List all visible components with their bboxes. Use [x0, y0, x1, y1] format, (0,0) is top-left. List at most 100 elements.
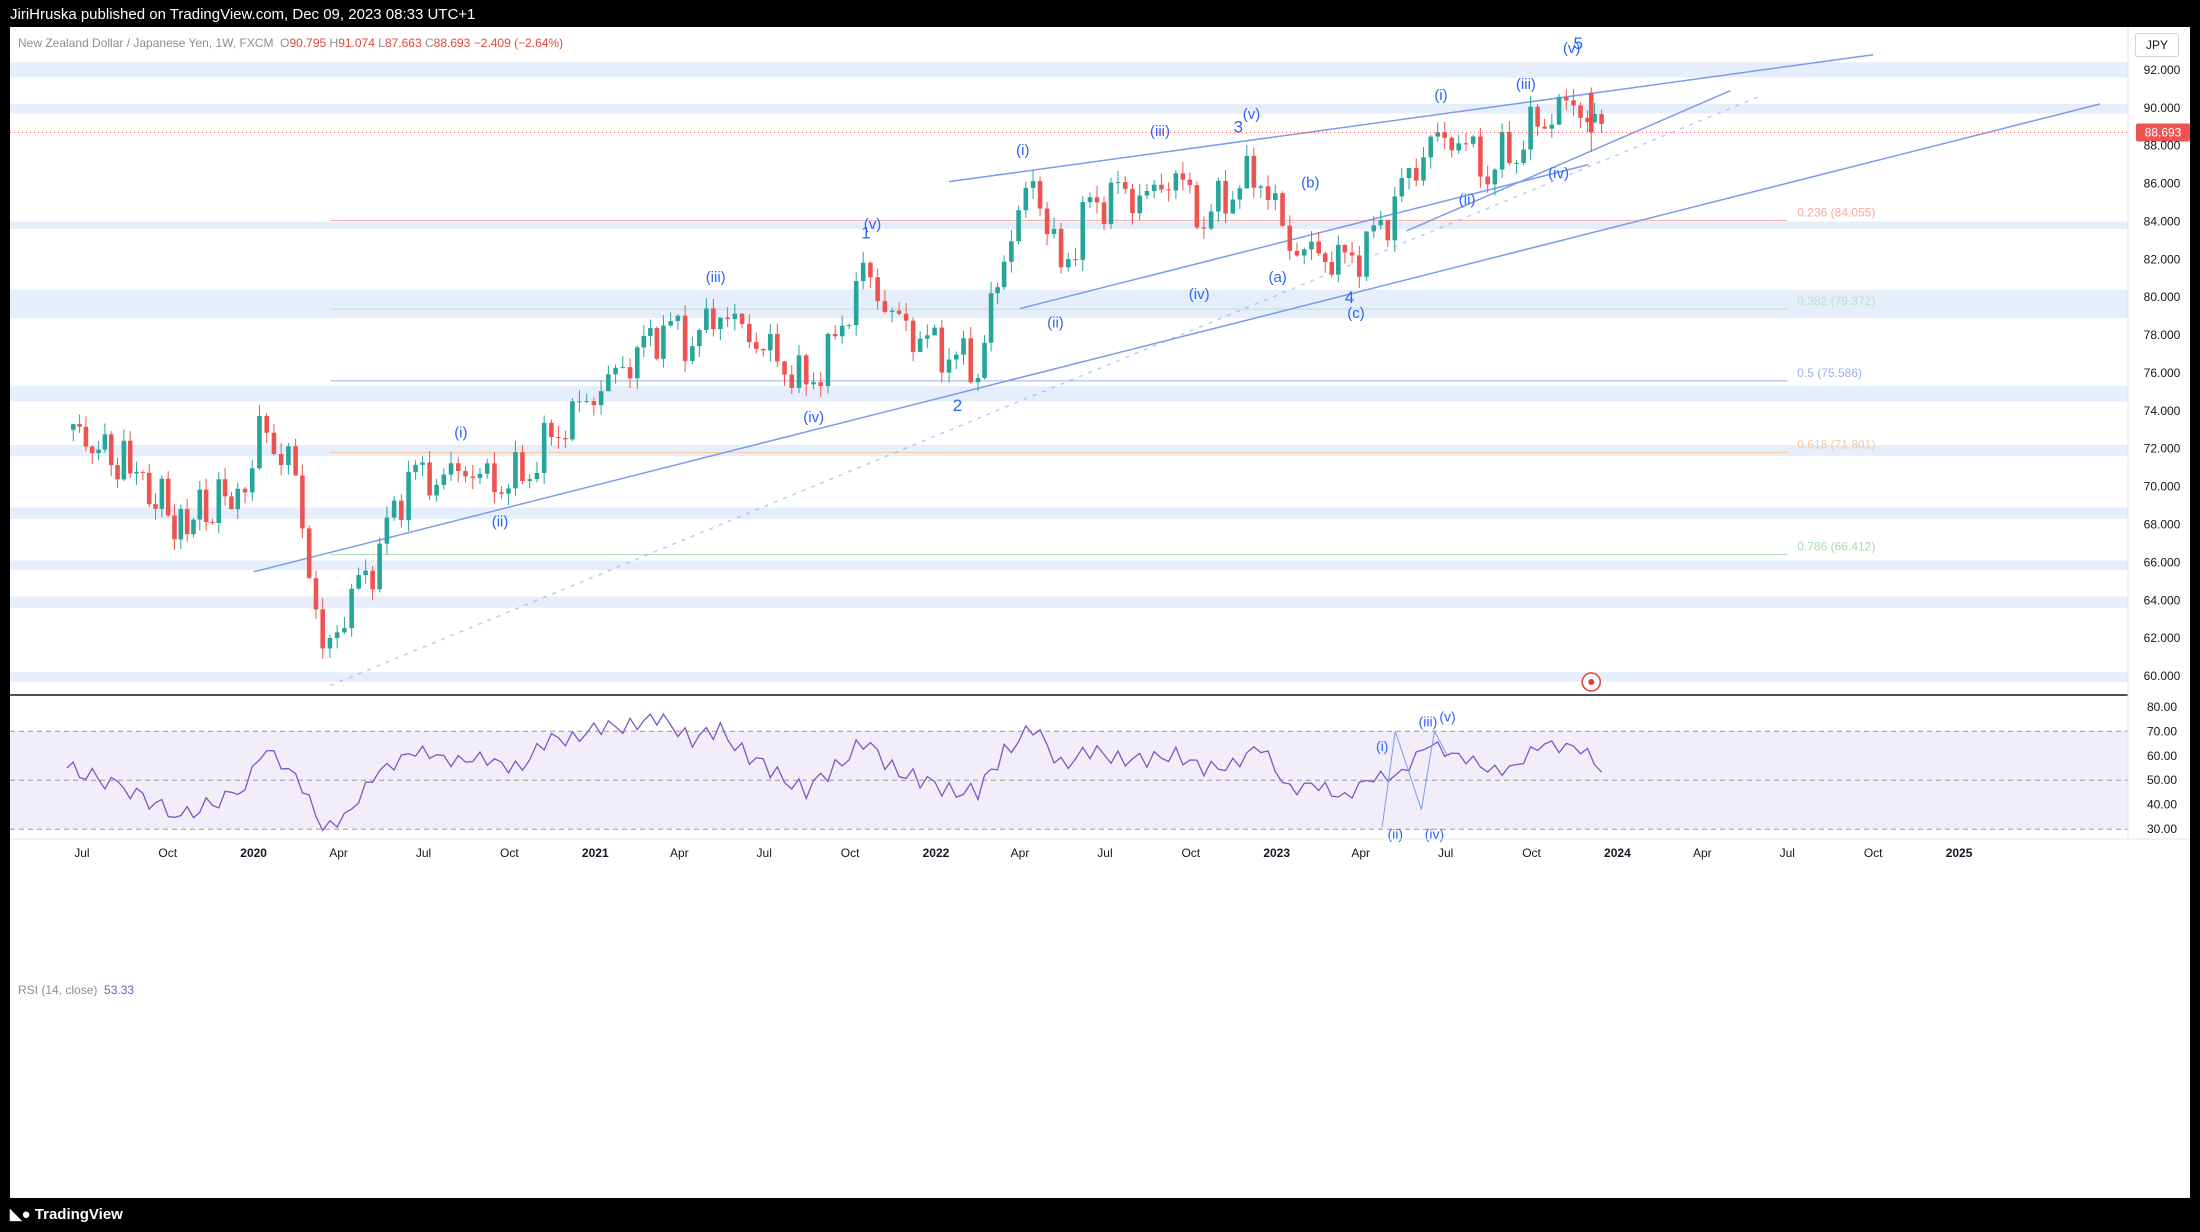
candle-body [349, 588, 354, 629]
candle-body [293, 446, 298, 476]
candle-body [775, 333, 780, 362]
candle-body [925, 335, 930, 339]
candle-body [1470, 136, 1476, 144]
candle-body [520, 452, 525, 481]
candle-body [184, 509, 190, 535]
rsi-line [66, 712, 1603, 832]
candle-body [1001, 261, 1007, 288]
wave-label: (b) [1301, 174, 1319, 191]
fib-label-0.618: 0.618 (71.801) [1797, 438, 1875, 452]
x-tick-label: Jul [1438, 846, 1453, 860]
candle-body [70, 424, 76, 430]
rsi-y-tick-label: 50.00 [2147, 773, 2177, 787]
x-tick-label: Jul [1780, 846, 1795, 860]
candle-body [427, 462, 432, 496]
candle-body [1357, 255, 1362, 277]
y-tick-label: 72.000 [2144, 442, 2181, 456]
candle-body [313, 578, 319, 610]
candle-body [1244, 155, 1250, 189]
candle-body [1322, 253, 1328, 262]
publisher-bar: JiriHruska published on TradingView.com,… [0, 0, 2200, 30]
chart-panel[interactable]: 0.236 (84.055) 0.382 (79.372) 0.5 (75.586)… [10, 27, 2190, 1198]
candle-body [661, 325, 666, 359]
wave-label: (iii) [1516, 76, 1536, 93]
rsi-legend: RSI (14, close) 53.33 [18, 983, 134, 997]
x-tick-label: Jul [74, 846, 89, 860]
wave-label: (iv) [1548, 165, 1569, 182]
candle-body [140, 471, 146, 473]
wave-label: (ii) [1459, 191, 1476, 208]
candle-body [1364, 231, 1369, 277]
candle-body [391, 500, 397, 518]
candle-body [1507, 131, 1512, 164]
candle-body [264, 415, 269, 433]
y-tick-label: 86.000 [2144, 177, 2181, 191]
tradingview-logo[interactable]: ◣● TradingView [10, 1206, 123, 1223]
candle-body [627, 367, 633, 379]
candle-body [1073, 259, 1078, 261]
candle-body [718, 317, 723, 330]
candle-body [172, 515, 177, 540]
candle-body [961, 338, 966, 355]
currency-button[interactable]: JPY [2135, 33, 2179, 57]
candle-body [278, 454, 284, 466]
x-tick-label: 2021 [582, 846, 609, 860]
candle-body [257, 415, 262, 469]
candle-body [384, 517, 390, 544]
candle-body [1144, 191, 1150, 196]
rsi-wave-label: (ii) [1387, 826, 1403, 842]
candle-body [1023, 187, 1029, 211]
candle-body [1180, 173, 1186, 180]
candle-body [420, 462, 425, 465]
rsi-y-tick-label: 60.00 [2147, 749, 2177, 763]
candle-body [1316, 241, 1321, 254]
candle-body [1378, 220, 1384, 226]
wave-label: (ii) [1047, 315, 1064, 332]
candle-body [83, 426, 89, 447]
x-tick-label: 2020 [240, 846, 267, 860]
candle-body [832, 333, 838, 337]
candle-body [1301, 249, 1307, 256]
candle-body [1287, 225, 1293, 251]
candle-body [846, 325, 852, 327]
price-chart[interactable]: 0.236 (84.055) 0.382 (79.372) 0.5 (75.586)… [10, 27, 2190, 1198]
candle-body [342, 628, 347, 633]
rsi-y-tick-label: 80.00 [2147, 700, 2177, 714]
candle-body [1499, 131, 1505, 170]
candle-body [178, 509, 184, 540]
wave-label: (i) [1434, 87, 1447, 104]
candle-body [1087, 197, 1093, 203]
candle-body [1456, 143, 1462, 151]
candle-body [1037, 181, 1043, 209]
rsi-wave-label: (iv) [1425, 826, 1444, 842]
candle-body [1115, 182, 1121, 184]
candle-body [1521, 149, 1526, 163]
low-value: 87.663 [384, 36, 422, 50]
candle-body [995, 287, 1000, 294]
candle-body [988, 293, 994, 343]
y-tick-label: 90.000 [2144, 101, 2181, 115]
candle-body [968, 338, 974, 383]
candle-body [434, 484, 439, 496]
wave-label: 5 [1573, 34, 1582, 53]
x-tick-label: Apr [1693, 846, 1712, 860]
candle-body [370, 570, 375, 590]
candle-body [108, 434, 114, 466]
candle-body [320, 609, 325, 649]
rsi-name: RSI (14, close) [18, 983, 98, 997]
x-tick-label: Oct [500, 846, 519, 860]
x-tick-label: 2023 [1263, 846, 1290, 860]
wave-label: 2 [953, 396, 962, 415]
candle-body [1208, 211, 1214, 229]
candle-body [982, 342, 987, 379]
candle-body [527, 479, 532, 481]
trend-line [1406, 90, 1731, 232]
candle-body [789, 374, 795, 388]
candle-body [541, 422, 547, 473]
wave-label: (v) [1243, 106, 1261, 123]
candle-body [1159, 184, 1164, 190]
candle-body [146, 472, 152, 505]
wave-label: (i) [1016, 142, 1029, 159]
candle-body [591, 401, 597, 406]
candle-body [327, 638, 333, 649]
